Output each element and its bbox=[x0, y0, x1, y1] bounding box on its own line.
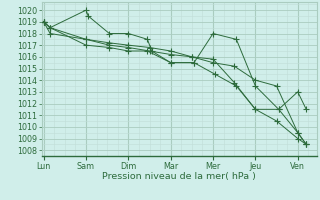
X-axis label: Pression niveau de la mer( hPa ): Pression niveau de la mer( hPa ) bbox=[102, 172, 256, 181]
